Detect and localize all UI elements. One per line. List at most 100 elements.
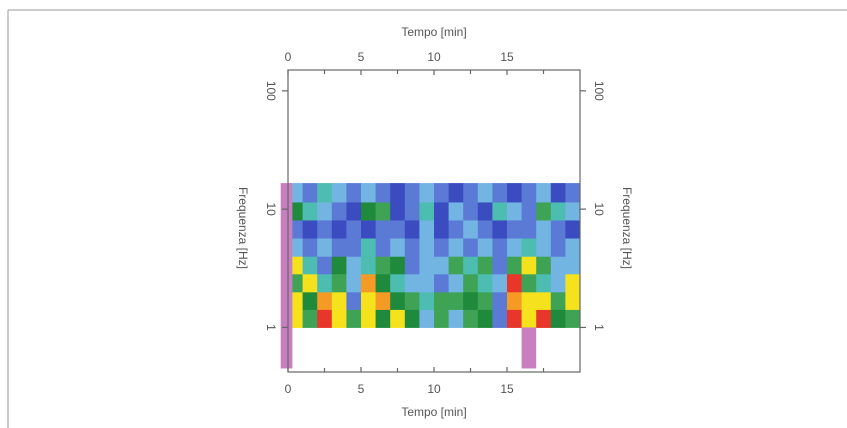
heatmap-cell [302,183,318,203]
heatmap-cell [390,183,406,203]
heatmap-cell [565,238,581,257]
heatmap-cell [390,256,406,275]
heatmap-cell [331,273,347,293]
heatmap-cell [448,201,464,221]
heatmap-cell [404,309,420,328]
heatmap-cell [507,238,523,257]
heatmap-cell [492,183,508,203]
heatmap-cell [302,273,318,293]
heatmap-cell [521,219,537,239]
x-axis-title-top: Tempo [min] [401,25,466,39]
heatmap-cell [361,238,377,257]
heatmap-cell [375,273,391,293]
y-axis-title-left: Frequenza [Hz] [236,187,250,269]
heatmap-cell [390,219,406,239]
heatmap-cell [448,183,464,203]
heatmap-cell [521,291,537,310]
heatmap-cell [448,291,464,310]
heatmap-cell [361,273,377,293]
x-tick-label: 10 [427,50,441,64]
heatmap-cell [550,201,566,221]
heatmap-cell [390,201,406,221]
heatmap-cell [492,256,508,275]
heatmap-cell [434,291,450,310]
heatmap-cell [346,219,362,239]
heatmap-cell [317,273,333,293]
heatmap-cell [331,256,347,275]
heatmap-cell [375,309,391,328]
heatmap-cell [361,201,377,221]
heatmap-cell [463,256,479,275]
heatmap-cell [507,219,523,239]
y-tick-label: 1 [592,324,606,331]
heatmap-cell [361,183,377,203]
heatmap-cell [331,183,347,203]
heatmap-cell [375,201,391,221]
heatmap-cell [536,219,552,239]
heatmap-cell [375,291,391,310]
heatmap-cell [419,183,435,203]
heatmap-cell [477,219,493,239]
heatmap-cell [565,219,581,239]
heatmap-cell [361,309,377,328]
heatmap-cell [565,201,581,221]
heatmap-cell [550,256,566,275]
heatmap-cell [521,273,537,293]
heatmap-cell [302,201,318,221]
heatmap-cell [390,273,406,293]
heatmap-cell [477,183,493,203]
event-bar [521,327,537,369]
heatmap-cell [565,309,581,328]
heatmap-cell [521,201,537,221]
heatmap-cell [419,201,435,221]
heatmap-cell [346,201,362,221]
heatmap-cell [492,238,508,257]
y-tick-label: 10 [592,202,606,216]
heatmap-cell [404,256,420,275]
heatmap-cell [346,309,362,328]
heatmap-cell [550,273,566,293]
heatmap-cell [331,201,347,221]
heatmap-cell [331,309,347,328]
heatmap-cell [404,273,420,293]
x-tick-label: 10 [427,382,441,396]
y-tick-label: 100 [592,81,606,101]
y-tick-label: 100 [264,81,278,101]
heatmap-cell [317,291,333,310]
heatmap-cell [463,273,479,293]
heatmap-cell [361,219,377,239]
heatmap-cell [317,201,333,221]
heatmap-cell [507,183,523,203]
heatmap-cell [317,256,333,275]
heatmap-cell [434,256,450,275]
heatmap-cell [477,273,493,293]
heatmap-cell [536,273,552,293]
y-tick-label: 1 [264,324,278,331]
heatmap-cell [404,219,420,239]
heatmap-cell [346,256,362,275]
heatmap-cell [536,183,552,203]
heatmap-cell [463,238,479,257]
heatmap-cell [404,201,420,221]
heatmap-cell [507,309,523,328]
heatmap-cell [448,309,464,328]
heatmap-cell [404,183,420,203]
heatmap-cell [434,273,450,293]
heatmap-cell [477,291,493,310]
heatmap-cell [550,183,566,203]
heatmap-cell [302,309,318,328]
x-tick-label: 15 [500,382,514,396]
heatmap-cell [331,219,347,239]
heatmap-cell [492,201,508,221]
heatmap-cell [419,309,435,328]
y-tick-label: 10 [264,202,278,216]
heatmap-cell [565,291,581,310]
heatmap-cell [565,183,581,203]
heatmap-cell [419,238,435,257]
heatmap-cell [404,291,420,310]
heatmap-cell [346,273,362,293]
heatmap-cell [521,238,537,257]
heatmap-cell [477,256,493,275]
